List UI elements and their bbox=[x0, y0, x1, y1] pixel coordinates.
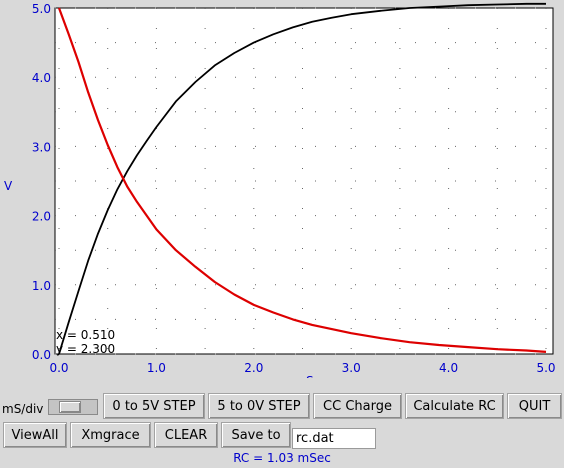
cursor-x-readout: x = 0.510 bbox=[56, 328, 115, 342]
y-tick-label: 0.0 bbox=[32, 348, 51, 362]
x-axis-label: mS bbox=[294, 374, 313, 378]
save-to-button[interactable]: Save to bbox=[221, 422, 291, 448]
step-0-to-5v-button[interactable]: 0 to 5V STEP bbox=[103, 393, 205, 419]
charge-curve-line bbox=[58, 2, 546, 355]
quit-button[interactable]: QUIT bbox=[507, 393, 562, 419]
filename-input[interactable] bbox=[292, 428, 376, 449]
plot-canvas bbox=[54, 7, 554, 355]
cc-charge-button[interactable]: CC Charge bbox=[313, 393, 402, 419]
y-tick-label: 2.0 bbox=[32, 210, 51, 224]
ms-div-label: mS/div bbox=[2, 402, 44, 416]
x-tick-label: 5.0 bbox=[536, 361, 555, 375]
y-tick-label: 1.0 bbox=[32, 279, 51, 293]
x-tick-label: 3.0 bbox=[342, 361, 361, 375]
x-tick-label: 1.0 bbox=[147, 361, 166, 375]
tick-labels: 0.0 1.0 2.0 3.0 4.0 5.0 0.0 1.0 2.0 3.0 4.0 5.0 bbox=[32, 2, 556, 375]
y-tick-label: 5.0 bbox=[32, 2, 51, 16]
calculate-rc-button[interactable]: Calculate RC bbox=[405, 393, 504, 419]
view-all-button[interactable]: ViewAll bbox=[3, 422, 67, 448]
ms-div-slider-thumb[interactable] bbox=[59, 401, 81, 413]
discharge-curve-line bbox=[57, 7, 547, 353]
cursor-y-readout: y = 2.300 bbox=[56, 342, 115, 356]
step-5-to-0v-button[interactable]: 5 to 0V STEP bbox=[208, 393, 310, 419]
series-group bbox=[57, 2, 547, 355]
clear-button[interactable]: CLEAR bbox=[154, 422, 218, 448]
y-axis-label: V bbox=[4, 179, 13, 193]
y-tick-label: 3.0 bbox=[32, 140, 51, 154]
plot-area[interactable]: 0.01.02.03.04.05.00.01.02.03.04.05.0 mS … bbox=[0, 0, 564, 378]
ms-div-slider[interactable] bbox=[48, 399, 98, 415]
rc-result-text: RC = 1.03 mSec bbox=[233, 451, 331, 465]
x-tick-label: 0.0 bbox=[49, 361, 68, 375]
xmgrace-button[interactable]: Xmgrace bbox=[70, 422, 151, 448]
y-tick-label: 4.0 bbox=[32, 71, 51, 85]
x-tick-label: 4.0 bbox=[439, 361, 458, 375]
x-tick-label: 2.0 bbox=[244, 361, 263, 375]
